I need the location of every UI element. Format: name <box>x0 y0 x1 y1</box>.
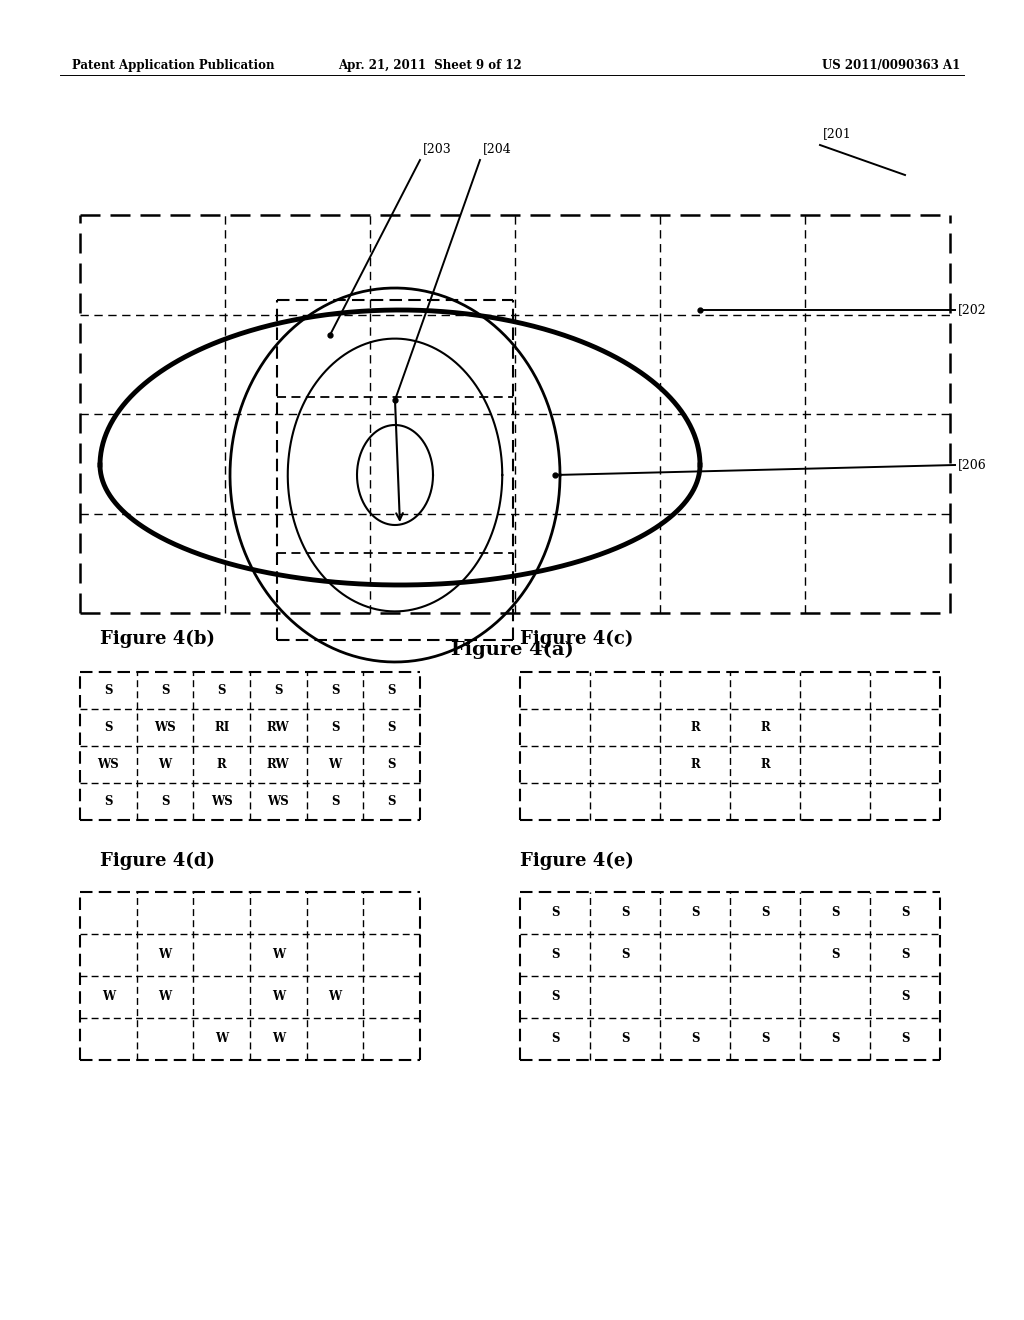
Text: S: S <box>901 990 909 1003</box>
Text: RW: RW <box>267 758 290 771</box>
Text: W: W <box>271 1032 285 1045</box>
Text: S: S <box>901 949 909 961</box>
Text: W: W <box>215 1032 228 1045</box>
Text: S: S <box>217 684 226 697</box>
Text: W: W <box>271 949 285 961</box>
Text: R: R <box>690 758 699 771</box>
Text: S: S <box>761 907 769 920</box>
Text: Figure 4(b): Figure 4(b) <box>100 630 215 648</box>
Text: W: W <box>159 990 172 1003</box>
Text: R: R <box>760 758 770 771</box>
Text: S: S <box>104 721 113 734</box>
Text: S: S <box>691 1032 699 1045</box>
Text: Patent Application Publication: Patent Application Publication <box>72 58 274 71</box>
Text: S: S <box>387 758 396 771</box>
Text: S: S <box>551 949 559 961</box>
Text: S: S <box>901 907 909 920</box>
Text: R: R <box>217 758 226 771</box>
Text: S: S <box>387 795 396 808</box>
Text: RI: RI <box>214 721 229 734</box>
Text: S: S <box>691 907 699 920</box>
Text: Apr. 21, 2011  Sheet 9 of 12: Apr. 21, 2011 Sheet 9 of 12 <box>338 58 522 71</box>
Text: S: S <box>331 721 339 734</box>
Text: [202: [202 <box>958 304 987 317</box>
Text: S: S <box>621 907 630 920</box>
Text: S: S <box>387 721 396 734</box>
Text: S: S <box>551 990 559 1003</box>
Text: S: S <box>621 949 630 961</box>
Text: Figure 4(a): Figure 4(a) <box>451 642 573 659</box>
Text: S: S <box>551 907 559 920</box>
Text: [203: [203 <box>423 143 452 154</box>
Text: WS: WS <box>267 795 289 808</box>
Text: S: S <box>331 684 339 697</box>
Text: S: S <box>621 1032 630 1045</box>
Text: S: S <box>830 949 840 961</box>
Text: S: S <box>104 795 113 808</box>
Text: RW: RW <box>267 721 290 734</box>
Text: S: S <box>387 684 396 697</box>
Text: Figure 4(c): Figure 4(c) <box>520 630 634 648</box>
Text: S: S <box>830 1032 840 1045</box>
Text: S: S <box>331 795 339 808</box>
Text: WS: WS <box>211 795 232 808</box>
Text: W: W <box>271 990 285 1003</box>
Text: S: S <box>830 907 840 920</box>
Text: W: W <box>329 990 342 1003</box>
Text: W: W <box>101 990 115 1003</box>
Text: W: W <box>159 949 172 961</box>
Text: W: W <box>329 758 342 771</box>
Text: [201: [201 <box>823 127 852 140</box>
Text: R: R <box>690 721 699 734</box>
Text: [204: [204 <box>483 143 512 154</box>
Text: US 2011/0090363 A1: US 2011/0090363 A1 <box>821 58 961 71</box>
Text: Figure 4(e): Figure 4(e) <box>520 851 634 870</box>
Text: WS: WS <box>97 758 119 771</box>
Text: Figure 4(d): Figure 4(d) <box>100 851 215 870</box>
Text: S: S <box>274 684 283 697</box>
Text: S: S <box>104 684 113 697</box>
Text: S: S <box>901 1032 909 1045</box>
Text: R: R <box>760 721 770 734</box>
Text: [206: [206 <box>958 458 987 471</box>
Text: S: S <box>161 795 169 808</box>
Text: S: S <box>551 1032 559 1045</box>
Text: S: S <box>161 684 169 697</box>
Text: S: S <box>761 1032 769 1045</box>
Text: WS: WS <box>155 721 176 734</box>
Text: W: W <box>159 758 172 771</box>
